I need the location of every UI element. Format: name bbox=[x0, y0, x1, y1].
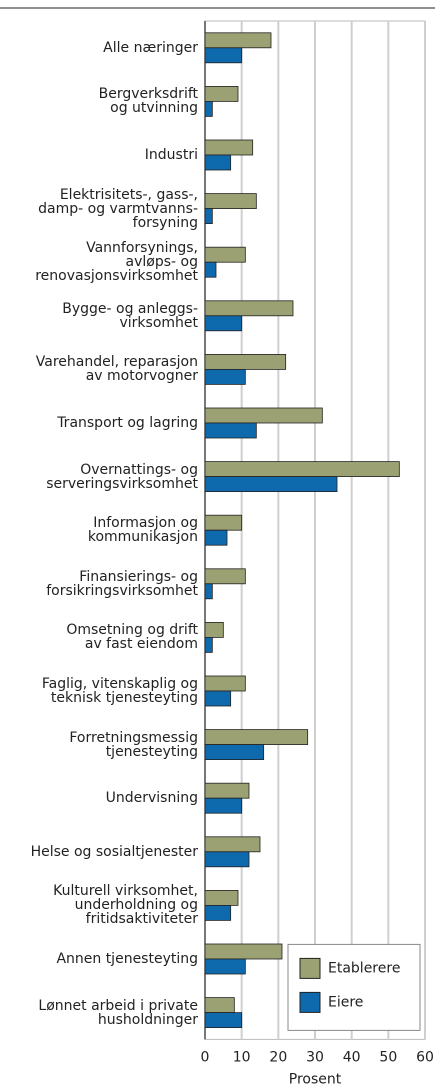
category-label: Forretningsmessig tjenesteyting bbox=[69, 729, 198, 760]
bar bbox=[204, 315, 243, 332]
bar bbox=[204, 529, 228, 546]
bar bbox=[204, 101, 213, 117]
bar bbox=[204, 86, 239, 102]
bar bbox=[204, 729, 309, 745]
legend-box bbox=[287, 943, 421, 1031]
category-label: Undervisning bbox=[105, 790, 198, 807]
bar bbox=[204, 675, 246, 692]
bar bbox=[204, 690, 232, 707]
bar bbox=[204, 514, 243, 531]
bar bbox=[204, 744, 265, 760]
bar bbox=[204, 637, 213, 653]
bar bbox=[204, 797, 243, 814]
category-label: Kulturell virksomhet, underholdning og f… bbox=[53, 883, 198, 928]
bar bbox=[204, 261, 217, 278]
category-label: Finansierings- og forsikringsvirksomhet bbox=[46, 568, 198, 599]
bar bbox=[204, 407, 323, 424]
bar bbox=[204, 905, 232, 921]
category-label: Bygge- og anleggs- virksomhet bbox=[62, 300, 198, 331]
category-label: Informasjon og kommunikasjon bbox=[87, 515, 198, 546]
category-label: Varehandel, reparasjon av motorvogner bbox=[35, 354, 198, 385]
bar bbox=[204, 461, 400, 478]
bar bbox=[204, 476, 338, 493]
bar bbox=[204, 353, 287, 370]
bar bbox=[204, 208, 213, 225]
legend-label: Eiere bbox=[328, 994, 363, 1010]
x-tick-label: 20 bbox=[269, 1049, 287, 1065]
category-label: Industri bbox=[144, 147, 198, 163]
category-label: Helse og sosialtjenester bbox=[30, 843, 198, 860]
bar bbox=[204, 422, 257, 439]
bar bbox=[204, 47, 243, 64]
x-axis-label: Prosent bbox=[289, 1071, 342, 1087]
legend-swatch bbox=[299, 991, 321, 1013]
x-tick-label: 10 bbox=[233, 1049, 251, 1065]
bar bbox=[204, 154, 232, 171]
bar bbox=[204, 851, 250, 868]
bar bbox=[204, 943, 283, 960]
category-label: Annen tjenesteyting bbox=[56, 951, 198, 967]
category-label: Elektrisitets-, gass-, damp- og varmtvan… bbox=[38, 186, 198, 231]
bar bbox=[204, 193, 257, 210]
x-tick-label: 50 bbox=[379, 1049, 397, 1065]
category-label: Alle næringer bbox=[103, 39, 198, 56]
bar bbox=[204, 890, 239, 906]
bar bbox=[204, 368, 246, 385]
bar bbox=[204, 958, 246, 975]
category-label: Omsetning og drift av fast eiendom bbox=[66, 622, 198, 653]
category-label: Overnattings- og serveringsvirksomhet bbox=[46, 461, 198, 492]
bar bbox=[204, 622, 224, 638]
bar bbox=[204, 782, 250, 799]
legend-swatch bbox=[299, 957, 321, 979]
bar bbox=[204, 568, 246, 585]
bar bbox=[204, 246, 246, 263]
category-label: Transport og lagring bbox=[57, 415, 198, 431]
bar bbox=[204, 1012, 243, 1028]
bar bbox=[204, 300, 294, 317]
category-label: Faglig, vitenskaplig og teknisk tjeneste… bbox=[41, 676, 198, 706]
bar bbox=[204, 836, 261, 853]
x-tick-label: 30 bbox=[306, 1049, 324, 1065]
x-tick-label: 0 bbox=[201, 1049, 210, 1065]
bar bbox=[204, 139, 254, 156]
bar bbox=[204, 32, 272, 49]
bar bbox=[204, 583, 213, 600]
legend-label: Etablerere bbox=[328, 960, 400, 976]
category-label: Vannforsynings, avløps- og renovasjonsvi… bbox=[35, 240, 198, 285]
x-tick-label: 60 bbox=[416, 1049, 434, 1065]
x-tick-label: 40 bbox=[343, 1049, 361, 1065]
category-label: Lønnet arbeid i private husholdninger bbox=[38, 997, 198, 1028]
bar bbox=[204, 997, 235, 1013]
category-label: Bergverksdrift og utvinning bbox=[98, 86, 198, 117]
